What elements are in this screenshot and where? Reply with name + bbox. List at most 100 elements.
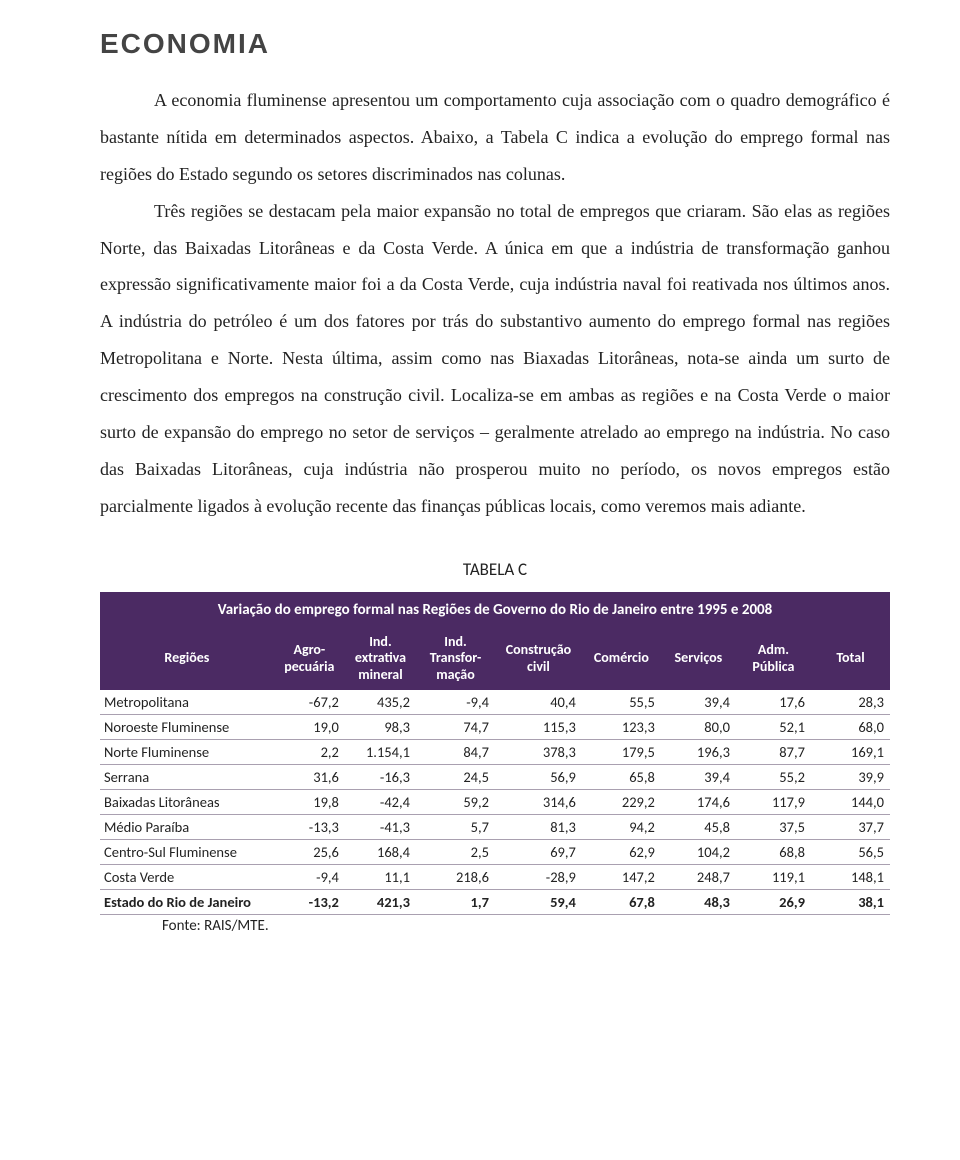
table-cell: 68,0 [811,715,890,740]
table-cell: 378,3 [495,740,582,765]
table-cell: 117,9 [736,790,811,815]
table-cell: -9,4 [274,865,345,890]
table-cell: 68,8 [736,840,811,865]
table-cell: 98,3 [345,715,416,740]
table-cell: 84,7 [416,740,495,765]
table-cell: 2,2 [274,740,345,765]
table-header-cell: Total [811,628,890,690]
table-cell: 218,6 [416,865,495,890]
table-cell: Costa Verde [100,865,274,890]
table-cell: 80,0 [661,715,736,740]
table-cell: 28,3 [811,690,890,715]
table-cell: 148,1 [811,865,890,890]
table-cell: 38,1 [811,890,890,915]
table-header-cell: Adm.Pública [736,628,811,690]
table-cell: Baixadas Litorâneas [100,790,274,815]
table-row: Costa Verde-9,411,1218,6-28,9147,2248,71… [100,865,890,890]
table-header-cell: Regiões [100,628,274,690]
table-cell: Metropolitana [100,690,274,715]
table-cell: 421,3 [345,890,416,915]
table-row: Norte Fluminense2,21.154,184,7378,3179,5… [100,740,890,765]
table-cell: 1.154,1 [345,740,416,765]
table-row: Noroeste Fluminense19,098,374,7115,3123,… [100,715,890,740]
table-cell: -13,3 [274,815,345,840]
table-cell: -13,2 [274,890,345,915]
table-cell: -16,3 [345,765,416,790]
table-cell: 5,7 [416,815,495,840]
table-cell: 24,5 [416,765,495,790]
body-text: A economia fluminense apresentou um comp… [100,82,890,525]
table-cell: 56,5 [811,840,890,865]
table-cell: 229,2 [582,790,661,815]
table-cell: 59,2 [416,790,495,815]
table-cell: 248,7 [661,865,736,890]
table-cell: 144,0 [811,790,890,815]
table-cell: 55,2 [736,765,811,790]
table-cell: 147,2 [582,865,661,890]
table-cell: Centro-Sul Fluminense [100,840,274,865]
table-cell: 174,6 [661,790,736,815]
table-cell: -41,3 [345,815,416,840]
table-cell: 48,3 [661,890,736,915]
table-cell: 11,1 [345,865,416,890]
table-cell: 104,2 [661,840,736,865]
table-cell: 179,5 [582,740,661,765]
table-cell: 45,8 [661,815,736,840]
table-cell: 39,9 [811,765,890,790]
table-cell: Noroeste Fluminense [100,715,274,740]
paragraph-2: Três regiões se destacam pela maior expa… [100,193,890,525]
table-cell: 52,1 [736,715,811,740]
table-cell: -28,9 [495,865,582,890]
table-cell: 81,3 [495,815,582,840]
table-cell: 31,6 [274,765,345,790]
table-header-cell: Agro-pecuária [274,628,345,690]
table-label: TABELA C [100,559,890,580]
table-cell: 40,4 [495,690,582,715]
table-row: Centro-Sul Fluminense25,6168,42,569,762,… [100,840,890,865]
table-cell: 59,4 [495,890,582,915]
table-cell: 119,1 [736,865,811,890]
table-cell: 123,3 [582,715,661,740]
table-cell: 65,8 [582,765,661,790]
table-cell: 94,2 [582,815,661,840]
table-header-cell: Construçãocivil [495,628,582,690]
table-cell: 196,3 [661,740,736,765]
table-row: Serrana31,6-16,324,556,965,839,455,239,9 [100,765,890,790]
paragraph-1: A economia fluminense apresentou um comp… [100,82,890,193]
table-header-row: RegiõesAgro-pecuáriaInd.extrativamineral… [100,628,890,690]
table-cell: -9,4 [416,690,495,715]
table-header-cell: Ind.Transfor-mação [416,628,495,690]
table-row: Médio Paraíba-13,3-41,35,781,394,245,837… [100,815,890,840]
table-cell: Estado do Rio de Janeiro [100,890,274,915]
table-header-cell: Serviços [661,628,736,690]
table-cell: -42,4 [345,790,416,815]
table-cell: 55,5 [582,690,661,715]
table-total-row: Estado do Rio de Janeiro-13,2421,31,759,… [100,890,890,915]
table-cell: 67,8 [582,890,661,915]
table-header-cell: Ind.extrativamineral [345,628,416,690]
table-row: Metropolitana-67,2435,2-9,440,455,539,41… [100,690,890,715]
table-row: Baixadas Litorâneas19,8-42,459,2314,6229… [100,790,890,815]
table-cell: 19,0 [274,715,345,740]
table-cell: 39,4 [661,690,736,715]
table-cell: Norte Fluminense [100,740,274,765]
table-cell: 314,6 [495,790,582,815]
table-cell: -67,2 [274,690,345,715]
table-cell: 37,5 [736,815,811,840]
table-source: Fonte: RAIS/MTE. [100,917,890,935]
table-cell: 19,8 [274,790,345,815]
table-cell: 1,7 [416,890,495,915]
table-cell: 169,1 [811,740,890,765]
table-cell: 168,4 [345,840,416,865]
page-title: ECONOMIA [100,28,890,60]
table-cell: 37,7 [811,815,890,840]
table-cell: Serrana [100,765,274,790]
table-cell: 17,6 [736,690,811,715]
table-cell: 69,7 [495,840,582,865]
table-cell: 25,6 [274,840,345,865]
table-title: Variação do emprego formal nas Regiões d… [100,592,890,628]
table-cell: 26,9 [736,890,811,915]
table-header-cell: Comércio [582,628,661,690]
table-cell: Médio Paraíba [100,815,274,840]
employment-table: RegiõesAgro-pecuáriaInd.extrativamineral… [100,628,890,915]
